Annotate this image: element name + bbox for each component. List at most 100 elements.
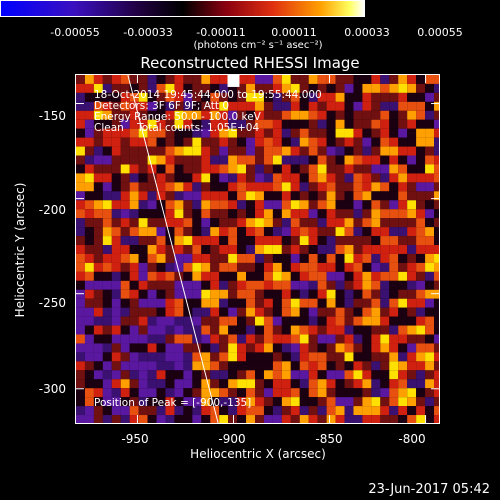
heatmap-cell [183, 280, 193, 290]
heatmap-cell [147, 92, 157, 102]
heatmap-cell [344, 262, 354, 272]
heatmap-cell [308, 128, 318, 138]
heatmap-cell [416, 164, 426, 174]
heatmap-cell [129, 325, 139, 335]
heatmap-cell [210, 245, 220, 254]
heatmap-cell [416, 298, 426, 308]
heatmap-cell [76, 352, 85, 362]
heatmap-cell [317, 388, 327, 398]
heatmap-cell [192, 101, 202, 111]
heatmap-cell [272, 173, 282, 183]
heatmap-cell [201, 406, 211, 416]
heatmap-cell [138, 325, 148, 335]
heatmap-cell [326, 182, 336, 192]
heatmap-cell [416, 110, 426, 120]
heatmap-cell [210, 200, 220, 210]
heatmap-cell [93, 182, 103, 192]
heatmap-cell [308, 101, 318, 111]
heatmap-cell [76, 379, 85, 389]
heatmap-cell [389, 262, 399, 272]
heatmap-cell [120, 262, 130, 272]
heatmap-cell [228, 209, 238, 219]
heatmap-cell [174, 200, 184, 210]
heatmap-cell [398, 155, 408, 165]
heatmap-cell [425, 397, 435, 407]
heatmap-cell [192, 316, 202, 326]
heatmap-cell [353, 236, 363, 246]
heatmap-cell [219, 236, 229, 246]
heatmap-cell [129, 191, 139, 201]
heatmap-cell [317, 137, 327, 147]
heatmap-cell [425, 352, 435, 362]
plot-area: 18-Oct-2014 19:45:44.000 to 19:55:44.000… [75, 74, 440, 424]
heatmap-cell [156, 388, 166, 398]
heatmap-cell [210, 137, 220, 147]
heatmap-cell [111, 262, 121, 272]
heatmap-cell [326, 316, 336, 326]
heatmap-cell [344, 271, 354, 281]
heatmap-cell [120, 209, 130, 219]
heatmap-cell [326, 200, 336, 210]
heatmap-cell [102, 128, 112, 138]
heatmap-cell [281, 173, 291, 183]
heatmap-cell [380, 307, 390, 317]
heatmap-cell [317, 352, 327, 362]
heatmap-cell [290, 83, 300, 93]
heatmap-cell [255, 191, 264, 201]
heatmap-cell [102, 388, 112, 398]
heatmap-cell [290, 75, 300, 84]
heatmap-cell [425, 92, 435, 102]
heatmap-cell [317, 200, 327, 210]
heatmap-cell [255, 218, 264, 228]
heatmap-cell [138, 361, 148, 371]
heatmap-cell [263, 200, 273, 210]
heatmap-cell [93, 227, 103, 237]
heatmap-cell [398, 370, 408, 380]
heatmap-cell [326, 388, 336, 398]
heatmap-cell [255, 334, 264, 344]
heatmap-cell [335, 298, 345, 308]
heatmap-cell [263, 343, 273, 353]
heatmap-cell [281, 370, 291, 380]
heatmap-cell [317, 298, 327, 308]
heatmap-cell [380, 406, 390, 416]
heatmap-cell [308, 343, 318, 353]
heatmap-cell [237, 415, 247, 423]
heatmap-cell [308, 352, 318, 362]
heatmap-cell [120, 75, 130, 84]
heatmap-cell [76, 334, 85, 344]
heatmap-cell [434, 146, 439, 156]
heatmap-cell [156, 245, 166, 254]
heatmap-cell [290, 227, 300, 237]
heatmap-cell [407, 298, 417, 308]
heatmap-cell [76, 289, 85, 299]
heatmap-cell [398, 415, 408, 423]
heatmap-cell [93, 75, 103, 84]
heatmap-cell [183, 218, 193, 228]
heatmap-cell [102, 406, 112, 416]
heatmap-cell [147, 379, 157, 389]
heatmap-cell [290, 352, 300, 362]
heatmap-cell [76, 146, 85, 156]
heatmap-cell [344, 110, 354, 120]
heatmap-cell [380, 289, 390, 299]
heatmap-cell [111, 289, 121, 299]
heatmap-cell [237, 173, 247, 183]
heatmap-cell [76, 182, 85, 192]
heatmap-cell [156, 379, 166, 389]
heatmap-cell [165, 83, 175, 93]
heatmap-cell [201, 164, 211, 174]
heatmap-cell [246, 101, 256, 111]
heatmap-cell [407, 236, 417, 246]
heatmap-cell [93, 325, 103, 335]
heatmap-cell [371, 200, 381, 210]
heatmap-cell [263, 316, 273, 326]
heatmap-cell [93, 101, 103, 111]
heatmap-cell [138, 245, 148, 254]
heatmap-cell [434, 307, 439, 317]
heatmap-cell [120, 137, 130, 147]
heatmap-cell [111, 200, 121, 210]
heatmap-cell [129, 379, 139, 389]
heatmap-cell [138, 352, 148, 362]
heatmap-cell [102, 307, 112, 317]
